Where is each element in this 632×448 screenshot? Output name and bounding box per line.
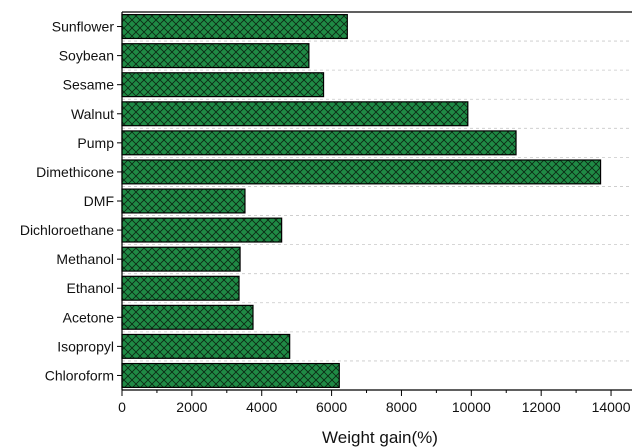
x-tick-label: 4000 xyxy=(246,399,277,415)
category-label: Soybean xyxy=(59,48,114,64)
x-tick-label: 10000 xyxy=(452,399,491,415)
category-label: Isopropyl xyxy=(57,338,114,354)
x-tick-label: 12000 xyxy=(522,399,561,415)
x-tick-label: 2000 xyxy=(176,399,207,415)
bar-dichloroethane xyxy=(121,217,283,243)
bar-sunflower xyxy=(121,14,348,40)
category-label: Sunflower xyxy=(52,19,115,35)
bar-ethanol xyxy=(121,275,240,301)
bar-acetone xyxy=(121,304,254,330)
category-label: Ethanol xyxy=(67,280,114,296)
bar-dimethicone xyxy=(121,159,602,185)
bar-isopropyl xyxy=(121,333,291,359)
category-label: Dimethicone xyxy=(36,164,114,180)
category-label: Dichloroethane xyxy=(20,222,114,238)
category-label: DMF xyxy=(84,193,114,209)
category-label: Acetone xyxy=(63,309,115,325)
bar-chloroform xyxy=(121,362,340,388)
x-tick-label: 0 xyxy=(118,399,126,415)
category-label: Methanol xyxy=(56,251,114,267)
bar-soybean xyxy=(121,43,310,69)
x-tick-labels: 0 2000 4000 6000 8000 10000 12000 14000 xyxy=(118,399,631,415)
bar-dmf xyxy=(121,188,246,214)
x-tick-label: 6000 xyxy=(316,399,347,415)
category-label: Walnut xyxy=(71,106,114,122)
category-labels: Sunflower Soybean Sesame Walnut Pump Dimethic… xyxy=(20,19,114,384)
bars xyxy=(121,14,602,388)
bar-pump xyxy=(121,130,517,156)
x-tick-label: 14000 xyxy=(592,399,631,415)
bar-methanol xyxy=(121,246,241,272)
category-label: Chloroform xyxy=(45,367,114,383)
x-axis-title: Weight gain(%) xyxy=(322,428,438,447)
category-label: Pump xyxy=(77,135,114,151)
grid-lines xyxy=(122,11,632,391)
category-label: Sesame xyxy=(63,77,115,93)
bar-walnut xyxy=(121,101,469,127)
axes xyxy=(117,11,632,396)
x-tick-label: 8000 xyxy=(386,399,417,415)
bar-sesame xyxy=(121,72,325,98)
